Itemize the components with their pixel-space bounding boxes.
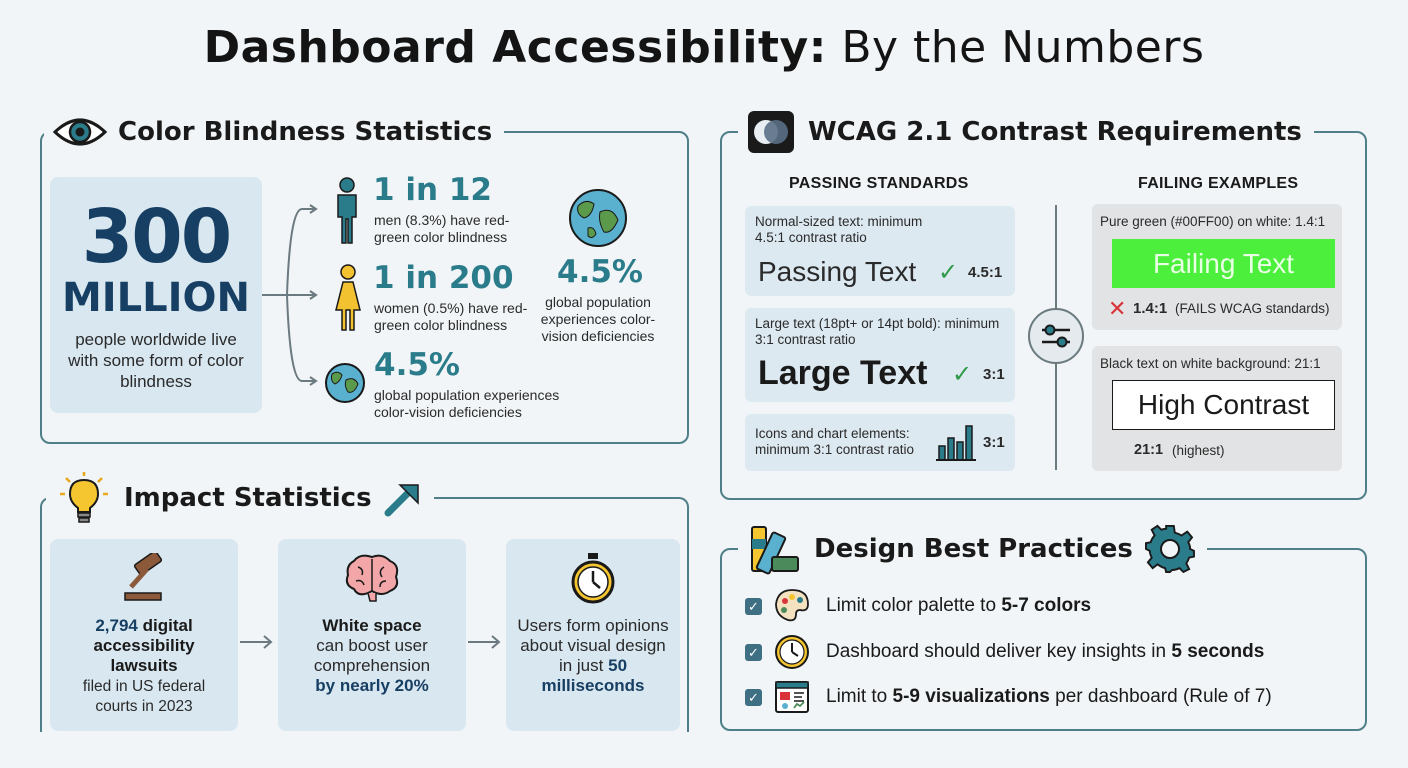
best-practice-text: Limit color palette to 5-7 colors [826, 595, 1091, 617]
pass1-sample: Passing Text [758, 256, 917, 287]
milliseconds-text: Users form opinions about visual design … [517, 616, 669, 675]
fail1-note: (FAILS WCAG standards) [1175, 301, 1330, 316]
fail-x-icon: ✕ [1108, 296, 1127, 321]
man-icon [337, 177, 357, 244]
global-stat: 4.5% [374, 347, 460, 383]
big-number: 300 [81, 194, 232, 280]
palette-swatch-icon [751, 526, 799, 575]
impact-card-milliseconds: Users form opinions about visual design … [506, 539, 680, 731]
checkbox-icon[interactable]: ✓ [745, 597, 762, 615]
wcag-header: WCAG 2.1 Contrast Requirements [738, 108, 1314, 156]
women-desc: women (0.5%) have red-green color blindn… [374, 300, 528, 333]
stopwatch-icon [571, 553, 615, 604]
lawsuits-label: digital accessibility lawsuits [93, 616, 195, 675]
whitespace-detail: can boost user comprehension [313, 636, 431, 675]
lawsuits-detail: filed in US federal courts in 2023 [82, 678, 206, 715]
paint-palette-icon [775, 589, 809, 622]
gavel-icon [124, 550, 163, 601]
slider-toggle[interactable] [1028, 308, 1084, 364]
lawsuits-number: 2,794 [95, 616, 138, 635]
pass3-ratio: 3:1 [983, 434, 1005, 451]
bp3-pre: Limit to [826, 686, 893, 707]
global-desc: global population experiences color-visi… [374, 387, 560, 420]
page-title: Dashboard Accessibility: By the Numbers [0, 22, 1408, 73]
bp3-bold: 5-9 visualizations [892, 686, 1050, 707]
impact-header: Impact Statistics [46, 472, 434, 524]
brain-icon [345, 554, 399, 602]
impact-card-lawsuits: 2,794 digital accessibility lawsuits fil… [50, 539, 238, 731]
fail-card-contrast: Black text on white background: 21:1 Hig… [1092, 346, 1342, 471]
whitespace-value: by nearly 20% [315, 676, 429, 695]
impact-card-whitespace: White space can boost user comprehension… [278, 539, 466, 731]
fail2-ratio: 21:1 [1134, 442, 1164, 458]
pass1-ratio: 4.5:1 [968, 264, 1003, 281]
big-stat-card: 300 MILLION people worldwide live with s… [50, 177, 262, 413]
color-blindness-heading: Color Blindness Statistics [118, 117, 493, 147]
check-icon: ✓ [938, 259, 959, 286]
clock-icon [775, 635, 809, 669]
fail1-sample: Failing Text [1112, 239, 1335, 288]
arrow-icon [468, 635, 501, 649]
bar-chart-icon [936, 425, 976, 461]
fail1-ratio: 1.4:1 [1133, 300, 1168, 317]
bp1-pre: Limit color palette to [826, 595, 1002, 616]
contrast-icon [748, 111, 794, 153]
check-icon: ✓ [952, 361, 973, 388]
best-practice-item-colors: ✓ Limit color palette to 5-7 colors [745, 588, 1091, 624]
bp2-bold: 5 seconds [1171, 641, 1265, 662]
milliseconds-value: 50 milliseconds [541, 656, 645, 695]
best-practices-header: Design Best Practices [738, 520, 1207, 578]
failing-header: FAILING EXAMPLES [1138, 175, 1299, 192]
sliders-icon [1042, 324, 1070, 348]
color-blindness-header: Color Blindness Statistics [44, 112, 505, 152]
fail-card-green: Pure green (#00FF00) on white: 1.4:1 Fai… [1092, 204, 1342, 330]
big-unit: MILLION [61, 275, 251, 321]
woman-icon [335, 264, 361, 331]
pass-card-icons: Icons and chart elements: minimum 3:1 co… [745, 414, 1015, 471]
best-practice-text: Dashboard should deliver key insights in… [826, 641, 1264, 663]
title-light: By the Numbers [841, 22, 1205, 73]
trend-arrow-icon [384, 484, 419, 517]
globe-icon [325, 363, 365, 403]
arrow-icon [240, 635, 273, 649]
best-practices-heading: Design Best Practices [814, 534, 1133, 564]
best-practice-item-visualizations: ✓ Limit to 5-9 visualizations per dashbo… [745, 679, 1272, 715]
fail1-desc: Pure green (#00FF00) on white: 1.4:1 [1100, 214, 1326, 229]
connector-lines [262, 204, 318, 386]
dashboard-icon [775, 681, 809, 713]
big-desc: people worldwide live with some form of … [68, 330, 244, 391]
men-stat: 1 in 12 [373, 172, 492, 208]
fail2-desc: Black text on white background: 21:1 [1100, 356, 1321, 371]
eye-icon [52, 118, 108, 146]
bp3-post: per dashboard (Rule of 7) [1049, 686, 1272, 707]
whitespace-label: White space [322, 616, 422, 635]
pass2-desc: Large text (18pt+ or 14pt bold): minimum… [755, 316, 1000, 347]
pass1-desc: Normal-sized text: minimum 4.5:1 contras… [755, 214, 923, 245]
women-stat: 1 in 200 [373, 260, 514, 296]
checkbox-icon[interactable]: ✓ [745, 688, 762, 706]
fail2-sample: High Contrast [1112, 380, 1335, 430]
lightbulb-icon [60, 472, 108, 523]
pass-card-normal: Normal-sized text: minimum 4.5:1 contras… [745, 206, 1015, 296]
bp2-pre: Dashboard should deliver key insights in [826, 641, 1172, 662]
side-desc: global population experiences color-visi… [540, 294, 656, 344]
pass2-ratio: 3:1 [983, 366, 1005, 383]
checkbox-icon[interactable]: ✓ [745, 643, 762, 661]
men-desc: men (8.3%) have red-green color blindnes… [374, 212, 510, 245]
side-stat: 4.5% [557, 254, 643, 290]
best-practice-text: Limit to 5-9 visualizations per dashboar… [826, 686, 1272, 708]
globe-large-icon [569, 189, 627, 247]
wcag-heading: WCAG 2.1 Contrast Requirements [808, 117, 1302, 147]
passing-header: PASSING STANDARDS [789, 175, 969, 192]
pass-card-large: Large text (18pt+ or 14pt bold): minimum… [745, 308, 1015, 402]
bp1-bold: 5-7 colors [1001, 595, 1092, 616]
impact-heading: Impact Statistics [124, 483, 372, 513]
title-bold: Dashboard Accessibility: [203, 22, 827, 73]
gear-icon [1144, 524, 1195, 574]
pass2-sample: Large Text [758, 354, 928, 392]
best-practice-item-seconds: ✓ Dashboard should deliver key insights … [745, 634, 1264, 670]
fail2-note: (highest) [1172, 443, 1225, 458]
pass3-desc: Icons and chart elements: minimum 3:1 co… [755, 426, 915, 457]
